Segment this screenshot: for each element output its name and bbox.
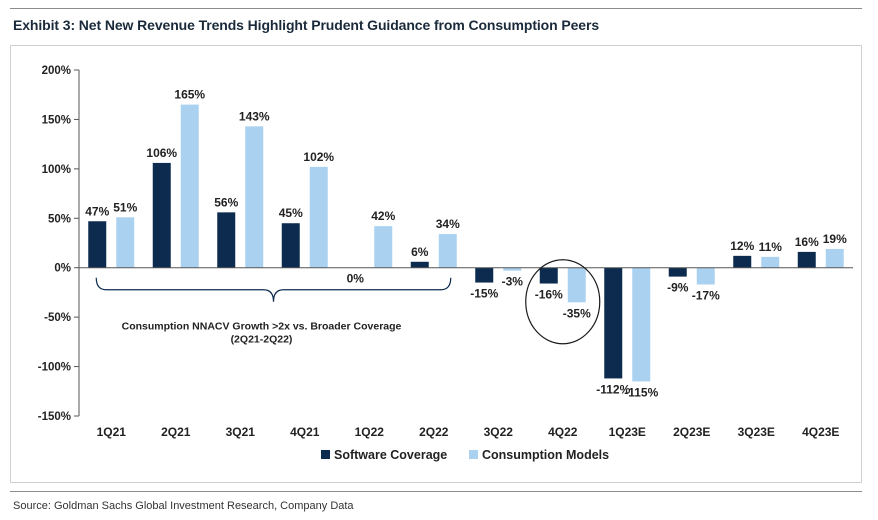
consumption-models-bar: [116, 217, 135, 268]
software-coverage-bar: [281, 223, 300, 268]
software-coverage-bar: [797, 251, 816, 268]
consumption-models-bar: [503, 267, 522, 271]
software-coverage-bar: [733, 255, 752, 268]
software-coverage-value-label: 6%: [411, 245, 429, 259]
consumption-models-value-label: 165%: [174, 88, 205, 102]
highlight-circle: [525, 259, 601, 345]
y-tick-label: -50%: [44, 312, 71, 324]
software-coverage-bar: [539, 267, 558, 284]
legend-label-software: Software Coverage: [334, 448, 447, 462]
y-tick-label: -150%: [38, 411, 71, 423]
top-rule: [10, 8, 862, 9]
consumption-models-bar: [632, 267, 651, 382]
x-category-label: 1Q22: [355, 425, 385, 439]
y-tick-label: 0%: [54, 263, 71, 275]
consumption-models-value-label: 102%: [303, 150, 334, 164]
software-coverage-value-label: -16%: [535, 288, 563, 302]
chart-frame: 200% 150% 100% 50% 0% -50% -100% -150% 47% 51% 1Q2…: [10, 45, 862, 483]
consumption-models-value-label: 51%: [113, 200, 137, 214]
consumption-models-value-label: -3%: [502, 275, 524, 289]
consumption-models-bar: [761, 256, 780, 268]
consumption-models-bar: [309, 166, 328, 268]
x-category-label: 1Q23E: [609, 425, 646, 439]
consumption-models-value-label: 19%: [823, 232, 847, 246]
software-coverage-bar: [604, 267, 623, 379]
software-coverage-bar: [152, 162, 171, 268]
consumption-models-value-label: 143%: [239, 109, 270, 123]
software-coverage-value-label: 12%: [730, 239, 754, 253]
software-coverage-bar: [475, 267, 494, 283]
software-coverage-value-label: 16%: [795, 235, 819, 249]
consumption-models-value-label: 42%: [371, 209, 395, 223]
software-coverage-bar: [668, 267, 687, 277]
exhibit-title: Exhibit 3: Net New Revenue Trends Highli…: [13, 17, 600, 33]
y-tick-label: 100%: [42, 164, 71, 176]
x-category-label: 3Q21: [226, 425, 256, 439]
consumption-models-value-label: 11%: [759, 240, 783, 254]
y-tick-label: 150%: [42, 114, 71, 126]
legend-swatch-consumption: [469, 450, 478, 459]
x-category-label: 4Q21: [290, 425, 320, 439]
software-coverage-value-label: 106%: [146, 146, 177, 160]
consumption-models-bar: [245, 126, 264, 268]
software-coverage-value-label: 0%: [347, 272, 365, 286]
bracket-annotation: [95, 277, 452, 302]
software-coverage-value-label: 56%: [214, 195, 238, 209]
software-coverage-bar: [217, 212, 236, 268]
legend-swatch-software: [321, 450, 330, 459]
bracket-annotation-text: Consumption NNACV Growth >2x vs. Broader…: [122, 321, 402, 333]
consumption-models-bar: [180, 104, 199, 268]
consumption-models-bar: [438, 234, 457, 268]
bracket-annotation-subtext: (2Q21-2Q22): [231, 334, 293, 346]
consumption-models-value-label: 34%: [436, 217, 460, 231]
consumption-models-value-label: -35%: [563, 306, 591, 320]
source-rule: [10, 491, 862, 492]
software-coverage-value-label: 47%: [85, 204, 109, 218]
x-category-label: 3Q23E: [738, 425, 775, 439]
x-category-label: 2Q21: [161, 425, 191, 439]
x-category-label: 4Q23E: [802, 425, 839, 439]
x-category-label: 2Q22: [419, 425, 449, 439]
consumption-models-bar: [696, 267, 715, 285]
software-coverage-value-label: 45%: [279, 206, 303, 220]
software-coverage-value-label: -112%: [596, 382, 630, 396]
consumption-models-bar: [825, 248, 844, 268]
software-coverage-bar: [88, 221, 107, 268]
consumption-models-value-label: -115%: [624, 385, 658, 399]
software-coverage-value-label: -15%: [470, 287, 498, 301]
x-category-label: 1Q21: [97, 425, 127, 439]
software-coverage-value-label: -9%: [667, 281, 689, 295]
consumption-models-bar: [567, 267, 586, 303]
legend-label-consumption: Consumption Models: [482, 448, 609, 462]
bar-chart: 200% 150% 100% 50% 0% -50% -100% -150% 47% 51% 1Q2…: [38, 65, 853, 462]
y-tick-label: -100%: [38, 362, 71, 374]
y-tick-label: 50%: [48, 213, 71, 225]
y-tick-label: 200%: [42, 65, 71, 77]
x-category-label: 4Q22: [548, 425, 578, 439]
x-category-label: 3Q22: [484, 425, 514, 439]
software-coverage-bar: [410, 261, 429, 268]
consumption-models-value-label: -17%: [692, 289, 720, 303]
x-category-label: 2Q23E: [673, 425, 710, 439]
source-note: Source: Goldman Sachs Global Investment …: [13, 500, 354, 512]
consumption-models-bar: [374, 226, 393, 268]
